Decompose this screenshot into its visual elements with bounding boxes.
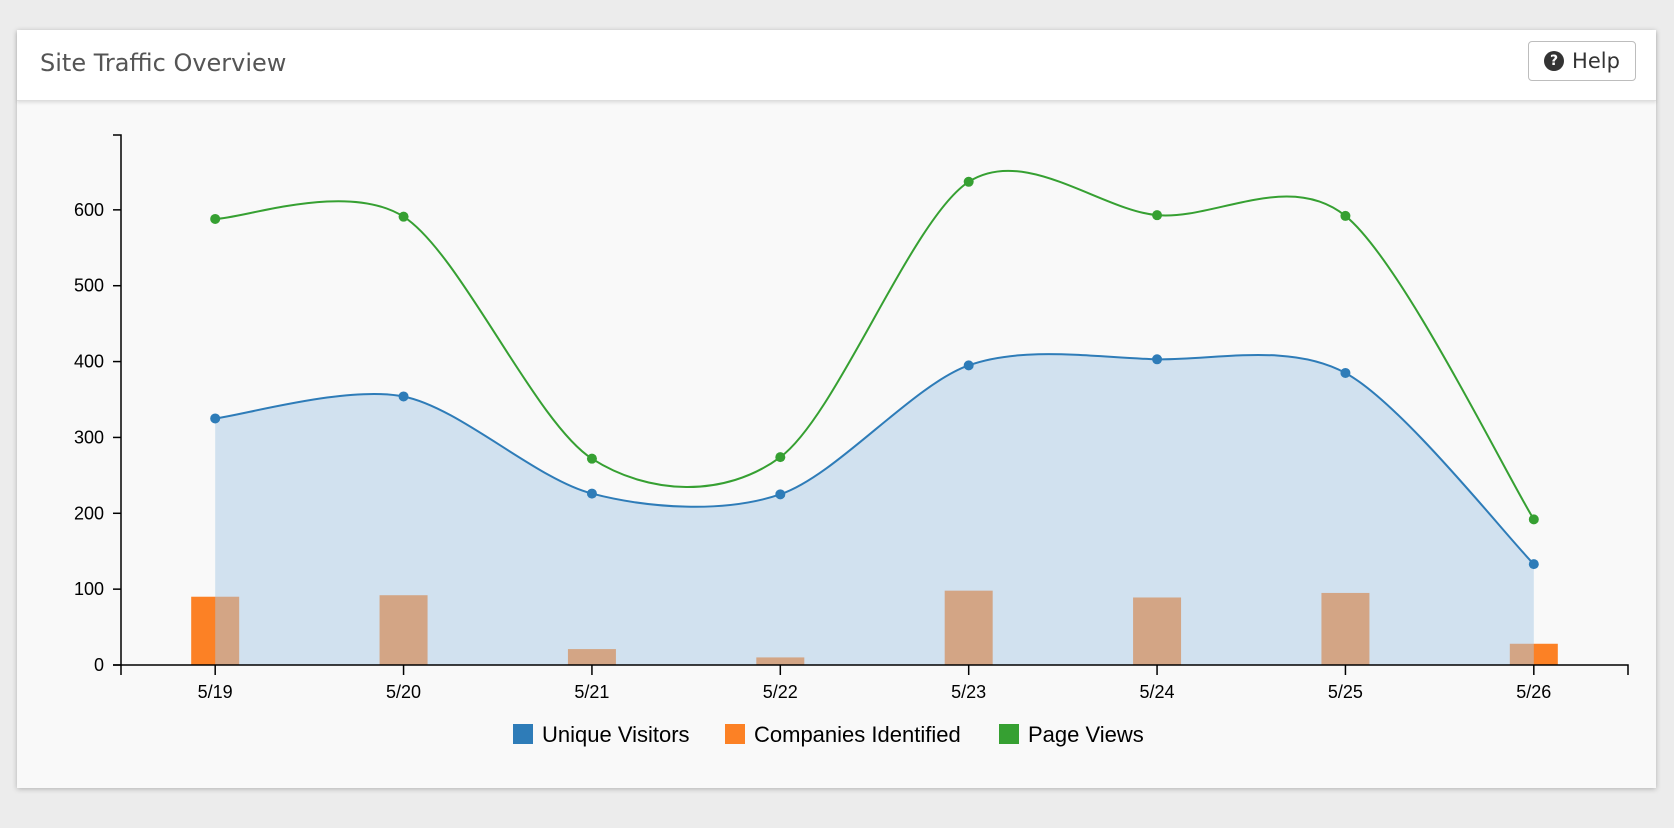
legend-label-1: Unique Visitors: [542, 722, 690, 747]
help-button-label: Help: [1572, 49, 1620, 73]
unique-visitors-point-5-21: [586, 488, 597, 499]
legend-swatch-1: [513, 724, 533, 744]
x-tick-label-5-22: 5/22: [763, 682, 798, 702]
page-views-point-5-19: [210, 213, 221, 224]
page-views-point-5-22: [775, 452, 786, 463]
unique-visitors-point-5-23: [963, 360, 974, 371]
x-tick-label-5-21: 5/21: [574, 682, 609, 702]
x-tick-label-5-19: 5/19: [198, 682, 233, 702]
page-views-point-5-24: [1152, 210, 1163, 221]
x-tick-label-5-26: 5/26: [1516, 682, 1551, 702]
y-tick-label-500: 500: [74, 276, 104, 296]
legend-swatch-2: [725, 724, 745, 744]
legend-label-3: Page Views: [1028, 722, 1144, 747]
y-tick-label-200: 200: [74, 503, 104, 523]
unique-visitors-point-5-24: [1152, 354, 1163, 365]
x-tick-label-5-20: 5/20: [386, 682, 421, 702]
page-views-point-5-21: [586, 453, 597, 464]
question-circle-icon: ?: [1544, 51, 1565, 71]
y-tick-label-400: 400: [74, 352, 104, 372]
y-tick-label-600: 600: [74, 200, 104, 220]
page-views-point-5-23: [963, 176, 974, 187]
y-tick-label-300: 300: [74, 427, 104, 447]
unique-visitors-point-5-22: [775, 489, 786, 500]
y-tick-label-0: 0: [94, 655, 104, 675]
unique-visitors-point-5-20: [398, 391, 409, 402]
legend-label-2: Companies Identified: [754, 722, 961, 747]
unique-visitors-point-5-26: [1528, 559, 1539, 570]
panel-header: Site Traffic Overview ? Help: [17, 30, 1656, 101]
x-tick-label-5-23: 5/23: [951, 682, 986, 702]
unique-visitors-point-5-19: [210, 413, 221, 424]
page-views-point-5-20: [398, 211, 409, 222]
x-tick-label-5-25: 5/25: [1328, 682, 1363, 702]
panel-title: Site Traffic Overview: [40, 49, 287, 77]
unique-visitors-area-fill: [215, 354, 1534, 665]
page-views-point-5-25: [1340, 210, 1351, 221]
y-tick-label-100: 100: [74, 579, 104, 599]
unique-visitors-point-5-25: [1340, 367, 1351, 378]
legend-swatch-3: [999, 724, 1019, 744]
x-axis-line: [120, 664, 1629, 675]
help-button[interactable]: ? Help: [1528, 41, 1636, 81]
x-tick-label-5-24: 5/24: [1140, 682, 1175, 702]
page-views-point-5-26: [1528, 514, 1539, 525]
y-axis-line: [113, 134, 122, 666]
